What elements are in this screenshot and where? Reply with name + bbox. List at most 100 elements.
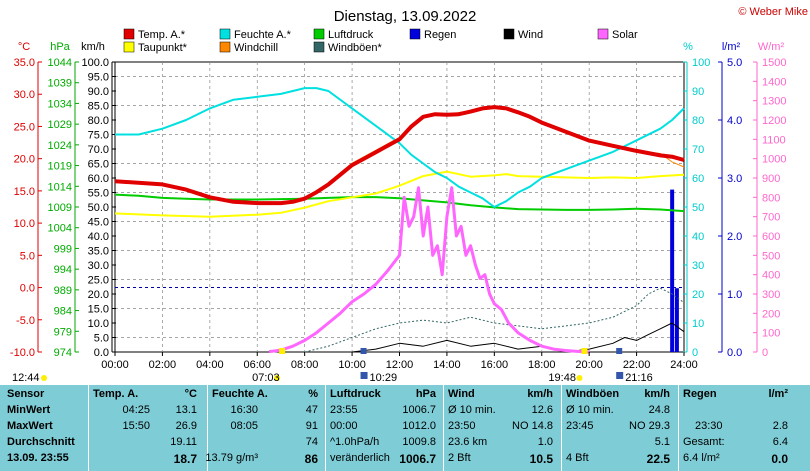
stats-wind-unit: km/h [527,388,553,400]
stats-column-separator [325,385,326,471]
x-tick-label: 00:00 [101,359,129,371]
press-tick-label: 999 [54,243,72,255]
press-tick-label: 1034 [48,98,72,110]
temp-tick-label: 30.0 [14,89,35,101]
stats-gust-time: 4 Bft [566,452,589,464]
hum-tick-label: 90 [692,86,704,98]
solar-tick-label: 800 [762,192,780,204]
stats-wind-value: 10.5 [529,452,553,466]
x-tick-label: 20:00 [575,359,603,371]
wind-tick-label: 40.0 [88,231,109,243]
hum-tick-label: 10 [692,318,704,330]
rain-bar [670,189,675,352]
rain-tick-label: 1.0 [727,289,742,301]
legend-label: Luftdruck [328,29,374,41]
rain-tick-label: 4.0 [727,115,742,127]
stats-rain-time: 23:30 [695,420,723,432]
series-solar-line [268,186,590,354]
stats-press-time: veränderlich [330,452,390,464]
stats-rain-unit: l/m² [768,388,788,400]
moonrise-time: 10:29 [370,372,398,384]
series-feuchtea-line [115,87,685,208]
x-tick-label: 24:00 [670,359,698,371]
wind-tick-label: 5.0 [94,333,109,345]
press-tick-label: 994 [54,264,72,276]
rain-unit-label: l/m² [722,41,741,53]
hum-tick-label: 50 [692,202,704,214]
stats-rain-time: 6.4 l/m² [683,452,720,464]
x-tick-label: 02:00 [149,359,177,371]
press-tick-label: 1009 [48,202,72,214]
hum-tick-label: 80 [692,115,704,127]
wind-tick-label: 35.0 [88,246,109,258]
stats-row-label: MaxWert [7,420,53,432]
stats-column-separator [207,385,208,471]
legend-swatch [123,28,135,40]
press-tick-label: 984 [54,306,72,318]
axes: 35.0 30.0 25.0 20.0 15.0 10.0 5.0 0.0 -5.0 -10.0 1… [10,57,787,359]
press-tick-label: 1024 [48,140,72,152]
rain-tick-label: 2.0 [727,231,742,243]
series-tempa-line [114,105,685,206]
moonset-moon-icon [616,372,624,379]
solar-tick-label: 1200 [762,115,786,127]
hum-unit-label: % [683,41,693,53]
hum-tick-label: 70 [692,144,704,156]
stats-hum-value: 86 [304,452,318,466]
solar-tick-label: 1400 [762,76,786,88]
wind-tick-label: 55.0 [88,188,109,200]
press-tick-label: 1029 [48,119,72,131]
x-tick-label: 16:00 [481,359,509,371]
legend-label: Temp. A.* [138,29,186,41]
stats-gust-header: Windböen [566,388,620,400]
legend-label: Windchill [234,42,278,54]
temp-tick-label: -10.0 [10,347,35,359]
wind-tick-label: 70.0 [88,144,109,156]
stats-panel: Sensor MinWert MaxWert Durchschnitt 13.09. 2… [0,385,810,471]
moonrise-marker [360,348,367,354]
press-tick-label: 1014 [48,181,72,193]
temp-tick-label: -5.0 [16,315,35,327]
stats-gust-unit: km/h [644,388,670,400]
chart-title: Dienstag, 13.09.2022 [334,8,477,25]
temp-tick-label: 0.0 [20,283,35,295]
solar-tick-label: 300 [762,289,780,301]
stats-gust-value: 22.5 [646,452,670,466]
x-tick-label: 04:00 [196,359,224,371]
wind-tick-label: 75.0 [88,130,109,142]
legend-swatch [219,28,231,40]
stats-hum-time: 13.79 g/m³ [205,452,258,464]
press-tick-label: 979 [54,326,72,338]
press-tick-label: 989 [54,285,72,297]
x-tick-label: 14:00 [433,359,461,371]
press-tick-label: 1019 [48,161,72,173]
solar-tick-label: 0 [762,347,768,359]
solar-tick-label: 200 [762,308,780,320]
stats-press-value: 1012.0 [402,420,436,432]
stats-temp-value: 19.11 [170,436,197,448]
wind-tick-label: 85.0 [88,101,109,113]
sun-moon-markers: 07:03 10:29 19:48 21:16 12:44 [12,348,653,384]
daylength-sun-icon [41,375,47,381]
legend-swatch [313,41,325,53]
stats-hum-time: 08:05 [230,420,258,432]
weather-chart: Dienstag, 13.09.2022 © Weber Mike Temp. … [10,6,808,384]
hum-tick-label: 0 [692,347,698,359]
legend-label: Wind [518,29,543,41]
wind-tick-label: 50.0 [88,202,109,214]
hum-tick-label: 100 [692,57,710,69]
x-tick-label: 12:00 [386,359,414,371]
wind-unit-label: km/h [81,41,105,53]
wind-tick-label: 60.0 [88,173,109,185]
stats-press-value: 1009.8 [402,436,436,448]
solar-tick-label: 500 [762,250,780,262]
stats-wind-value: 12.6 [531,404,553,416]
moonset-time: 21:16 [625,372,653,384]
stats-temp-value: 18.7 [173,452,197,466]
press-tick-label: 1004 [48,223,72,235]
stats-wind-time: Ø 10 min. [448,404,496,416]
stats-gust-value: 5.1 [654,436,670,448]
rain-tick-label: 0.0 [727,347,742,359]
rain-bar [674,288,679,352]
sunrise-time: 07:03 [252,372,280,384]
